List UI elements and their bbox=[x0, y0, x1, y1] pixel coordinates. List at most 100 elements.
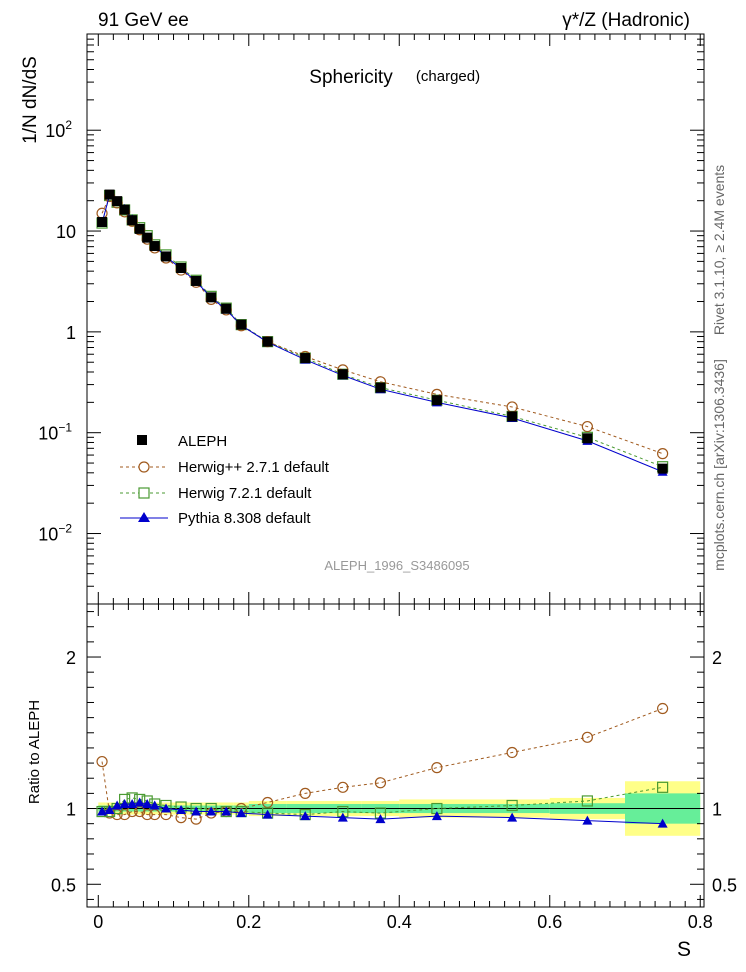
ratio-point-series-0 bbox=[141, 808, 153, 821]
ratio-point-series-2 bbox=[149, 800, 160, 810]
ratio-point-series-2 bbox=[191, 806, 202, 816]
data-point-series-0 bbox=[262, 336, 273, 347]
ratio-point-series-2 bbox=[262, 809, 273, 819]
ratio-point-series-2 bbox=[337, 812, 348, 822]
legend-marker-pythia bbox=[138, 512, 150, 522]
ratio-point-series-2 bbox=[507, 812, 518, 822]
legend-entry-herwigpp: Herwig++ 2.7.1 default bbox=[120, 459, 330, 476]
ratio-point-series-0 bbox=[581, 731, 593, 743]
data-point-series-0 bbox=[236, 319, 247, 330]
ratio-point-series-2 bbox=[142, 798, 153, 808]
y-tick-label-base: 10 bbox=[45, 121, 65, 141]
ratio-point-series-2 bbox=[582, 815, 593, 825]
ratio-point-series-0 bbox=[261, 796, 274, 809]
ratio-point-series-0 bbox=[337, 781, 349, 793]
data-point-series-0 bbox=[431, 395, 442, 406]
ratio-panel-frame bbox=[86, 603, 705, 908]
chart-subtitle: (charged) bbox=[416, 68, 480, 85]
data-point-series-0 bbox=[206, 292, 217, 303]
x-tick-label: 0.4 bbox=[387, 912, 412, 932]
data-point-series-0 bbox=[97, 216, 108, 227]
series-line-1 bbox=[101, 195, 663, 455]
ratio-point-series-2 bbox=[176, 805, 187, 815]
ratio-point-series-2 bbox=[431, 811, 442, 821]
ratio-point-series-1 bbox=[506, 799, 518, 812]
x-tick-label: 0 bbox=[93, 912, 103, 932]
legend-marker-herwigpp bbox=[138, 461, 150, 473]
data-point-series-0 bbox=[300, 353, 311, 364]
header-right-label: γ*/Z (Hadronic) bbox=[562, 10, 690, 31]
x-axis-label: S bbox=[677, 938, 691, 961]
ratio-y-tick-label: 2 bbox=[66, 648, 76, 668]
y-tick-label-exponent: −2 bbox=[58, 522, 72, 536]
y-tick-label-base: 10 bbox=[38, 525, 58, 545]
data-point-series-0 bbox=[112, 196, 123, 207]
y-tick-label: 10−1 bbox=[38, 421, 72, 444]
legend-entry-aleph: ALEPH bbox=[137, 433, 227, 450]
main-y-axis-label: 1/N dN/dS bbox=[20, 56, 41, 144]
ratio-y-tick-label: 2 bbox=[712, 648, 722, 668]
ratio-point-series-2 bbox=[221, 806, 232, 816]
header-left-label: 91 GeV ee bbox=[98, 10, 189, 31]
legend-label-herwigpp: Herwig++ 2.7.1 default bbox=[178, 459, 330, 476]
axis-ticks bbox=[87, 33, 704, 907]
ratio-point-series-2 bbox=[119, 798, 130, 808]
data-point-series-0 bbox=[375, 382, 386, 393]
data-point-series-0 bbox=[119, 204, 130, 215]
rivet-version-label: Rivet 3.1.10, ≥ 2.4M events bbox=[711, 165, 727, 335]
legend: ALEPH Herwig++ 2.7.1 default Herwig 7.2.… bbox=[120, 433, 330, 527]
ratio-line-1 bbox=[102, 786, 663, 816]
ratio-point-series-0 bbox=[506, 746, 518, 759]
legend-marker-herwig7 bbox=[138, 487, 150, 499]
data-point-series-0 bbox=[582, 433, 593, 444]
ratio-point-series-2 bbox=[161, 803, 172, 813]
y-tick-label: 10 bbox=[56, 222, 76, 242]
ratio-point-series-0 bbox=[431, 762, 443, 774]
x-tick-label: 0.6 bbox=[537, 912, 562, 932]
ratio-y-tick-label: 1 bbox=[66, 800, 76, 820]
ratio-point-series-0 bbox=[111, 808, 123, 821]
legend-entry-pythia: Pythia 8.308 default bbox=[120, 510, 311, 527]
ratio-line-2 bbox=[101, 801, 663, 825]
ratio-point-series-2 bbox=[134, 797, 145, 807]
legend-marker-aleph bbox=[137, 435, 147, 445]
ratio-y-tick-label: 0.5 bbox=[712, 875, 737, 895]
legend-entry-herwig7: Herwig 7.2.1 default bbox=[120, 485, 312, 502]
x-tick-label: 0.2 bbox=[236, 912, 261, 932]
data-point-series-0 bbox=[161, 251, 172, 262]
y-tick-label: 10−2 bbox=[38, 522, 72, 545]
data-point-series-0 bbox=[221, 303, 232, 314]
ratio-point-series-2 bbox=[104, 805, 115, 815]
ratio-point-series-2 bbox=[112, 800, 123, 810]
ratio-series-layer bbox=[96, 702, 669, 828]
ratio-point-series-0 bbox=[299, 787, 311, 799]
data-point-series-0 bbox=[337, 369, 348, 380]
mcplots-label: mcplots.cern.ch [arXiv:1306.3436] bbox=[711, 359, 727, 571]
data-point-series-1 bbox=[657, 448, 669, 460]
ratio-point-series-0 bbox=[657, 702, 669, 715]
x-tick-label: 0.8 bbox=[688, 912, 713, 932]
ratio-point-series-2 bbox=[97, 806, 108, 816]
ratio-point-series-0 bbox=[149, 808, 161, 821]
data-point-series-0 bbox=[176, 262, 187, 273]
data-point-series-1 bbox=[581, 420, 593, 433]
data-point-series-0 bbox=[104, 189, 115, 200]
legend-label-pythia: Pythia 8.308 default bbox=[178, 510, 311, 527]
ratio-point-series-2 bbox=[375, 814, 386, 824]
ratio-point-series-2 bbox=[657, 818, 668, 828]
y-tick-label: 102 bbox=[45, 118, 72, 141]
legend-label-aleph: ALEPH bbox=[178, 433, 227, 450]
y-tick-label-exponent: 2 bbox=[65, 118, 72, 132]
ratio-point-series-2 bbox=[236, 808, 247, 818]
data-point-series-0 bbox=[507, 411, 518, 422]
ratio-y-tick-label: 1 bbox=[712, 800, 722, 820]
data-point-series-0 bbox=[657, 463, 668, 474]
data-point-series-0 bbox=[149, 241, 160, 252]
ratio-point-series-2 bbox=[206, 806, 217, 816]
ratio-point-series-0 bbox=[134, 805, 146, 818]
ratio-point-series-0 bbox=[96, 755, 108, 768]
data-point-series-0 bbox=[134, 223, 145, 234]
ratio-point-series-1 bbox=[657, 781, 669, 793]
